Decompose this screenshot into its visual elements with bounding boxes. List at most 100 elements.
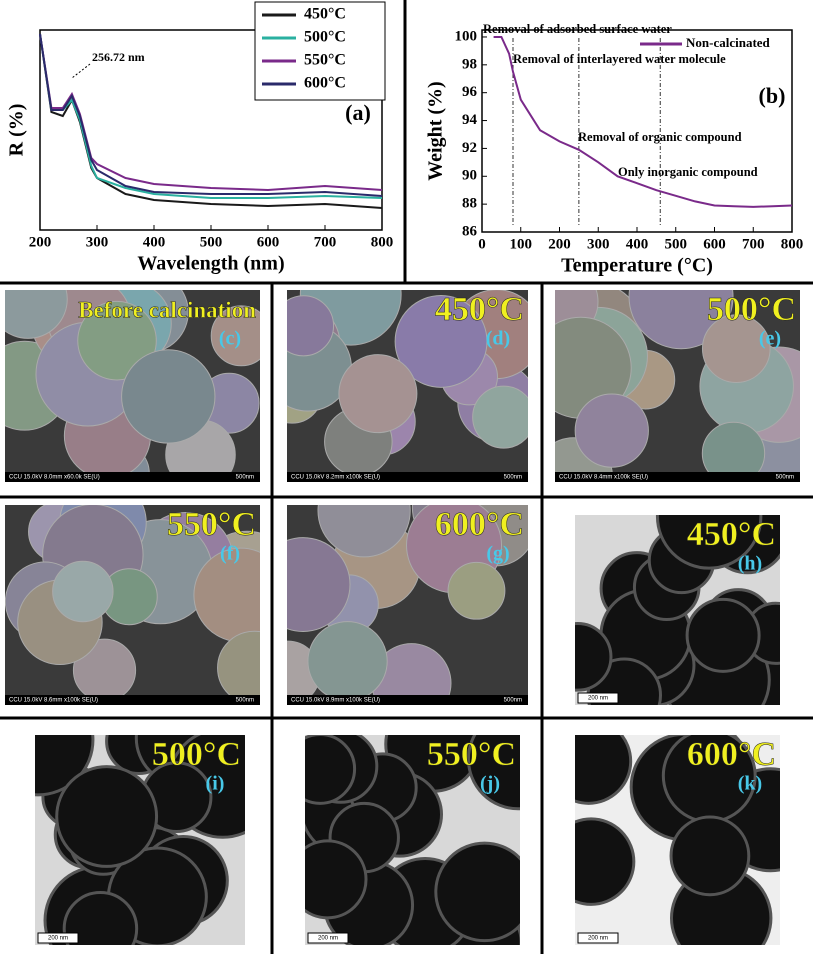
scale-label: 200 nm <box>588 696 608 702</box>
scale-box <box>577 932 619 944</box>
scale-label: 200 nm <box>48 936 68 942</box>
image: 200 nm <box>575 735 780 945</box>
panel-title: 450°C <box>435 291 524 328</box>
particle <box>77 300 157 381</box>
particle <box>575 817 636 906</box>
particle <box>193 547 260 643</box>
scale-label: 500nm <box>504 698 522 704</box>
x-tick-label: 700 <box>314 234 337 250</box>
x-tick-label: 800 <box>781 236 804 252</box>
y-tick-label: 96 <box>462 84 478 100</box>
micrograph: CCU 15.0kV 8.6mm x100k SE(U) 500nm 550°C(f… <box>5 505 260 705</box>
y-axis-label: Weight (%) <box>425 81 447 180</box>
particle <box>35 735 95 797</box>
panel-title: 600°C <box>435 506 524 543</box>
panel-title: 500°C <box>707 291 796 328</box>
image: 200 nm <box>575 515 780 705</box>
panel-title: Before calcination <box>78 297 256 322</box>
particle <box>287 537 351 632</box>
panel-tag: (e) <box>759 328 781 350</box>
particle <box>472 385 528 449</box>
x-tick-label: 0 <box>478 236 486 252</box>
series-line <box>39 33 383 192</box>
x-axis-label: Wavelength (nm) <box>137 253 284 275</box>
micrograph: CCU 15.0kV 8.9mm x100k SE(U) 500nm 600°C(g… <box>287 505 528 705</box>
x-tick-label: 300 <box>86 234 109 250</box>
panel-tag: (h) <box>738 553 762 575</box>
legend-label: 550°C <box>304 52 346 69</box>
panel-tag: (f) <box>220 543 240 565</box>
panel-title: 550°C <box>167 506 256 543</box>
particle <box>121 349 216 444</box>
caption-strip <box>287 472 528 482</box>
particle <box>317 505 411 558</box>
micrograph: CCU 15.0kV 8.2mm x100k SE(U) 500nm 450°C(d… <box>287 290 528 482</box>
annotation: 256.72 nm <box>92 50 145 64</box>
x-tick-label: 200 <box>548 236 571 252</box>
panel-title: 600°C <box>687 736 776 773</box>
caption-strip <box>5 472 260 482</box>
particle <box>434 841 520 943</box>
annotation: Removal of interlayered water molecule <box>513 52 726 66</box>
x-tick-label: 500 <box>665 236 688 252</box>
panel-tag: (g) <box>486 543 509 565</box>
particle <box>55 765 159 868</box>
y-tick-label: 90 <box>462 168 477 184</box>
legend-label: 450°C <box>304 6 346 23</box>
particle <box>655 515 763 570</box>
particle <box>466 735 520 811</box>
panel-tag: (i) <box>206 773 225 795</box>
x-tick-label: 100 <box>510 236 533 252</box>
panel-tag: (j) <box>480 773 500 795</box>
caption: CCU 15.0kV 8.4mm x100k SE(U) <box>559 475 648 481</box>
particle <box>307 621 388 702</box>
scale-box <box>577 692 619 704</box>
image: CCU 15.0kV 8.2mm x100k SE(U) 500nm <box>287 290 528 482</box>
particle <box>394 295 488 388</box>
scale-label: 200 nm <box>588 936 608 942</box>
particle <box>574 393 649 468</box>
x-tick-label: 700 <box>742 236 765 252</box>
y-tick-label: 92 <box>462 140 477 156</box>
image: CCU 15.0kV 8.4mm x100k SE(U) 500nm <box>555 290 800 482</box>
x-tick-label: 500 <box>200 234 223 250</box>
panel-title: 450°C <box>687 516 776 553</box>
legend-label: Non-calcinated <box>686 35 771 50</box>
particle <box>305 735 357 805</box>
y-tick-label: 98 <box>462 56 477 72</box>
micrograph: 200 nm 450°C(h) <box>575 515 780 705</box>
legend-label: 500°C <box>304 29 346 46</box>
scale-label: 500nm <box>236 698 254 704</box>
image: 200 nm <box>305 735 520 945</box>
panel-tag: (k) <box>738 773 762 795</box>
y-tick-label: 88 <box>462 196 477 212</box>
particle <box>575 621 613 692</box>
caption: CCU 15.0kV 8.2mm x100k SE(U) <box>291 475 380 481</box>
panel-title: 500°C <box>152 736 241 773</box>
annotation-arrow <box>71 63 91 79</box>
scale-box <box>37 932 79 944</box>
x-axis-label: Temperature (°C) <box>561 255 713 277</box>
particle <box>575 735 633 805</box>
series-line <box>493 36 793 208</box>
y-axis-label: R (%) <box>6 104 28 157</box>
micrograph: CCU 15.0kV 8.0mm x60.0k SE(U) 500nm Before… <box>5 290 260 482</box>
micrograph: 200 nm 600°C(k) <box>575 735 780 945</box>
scale-label: 500nm <box>236 475 254 481</box>
caption: CCU 15.0kV 8.0mm x60.0k SE(U) <box>9 475 100 481</box>
x-tick-label: 400 <box>143 234 166 250</box>
y-tick-label: 100 <box>455 28 478 44</box>
particle <box>447 561 506 620</box>
particle <box>5 290 68 339</box>
scale-box <box>307 932 349 944</box>
particle <box>52 560 114 623</box>
annotation: Only inorganic compound <box>618 165 758 179</box>
micrograph: 200 nm 550°C(j) <box>305 735 520 945</box>
series-line <box>39 33 383 197</box>
particle <box>669 815 751 897</box>
x-tick-label: 400 <box>626 236 649 252</box>
caption-strip <box>555 472 800 482</box>
particle <box>701 421 766 482</box>
panel-label: (b) <box>759 83 786 108</box>
